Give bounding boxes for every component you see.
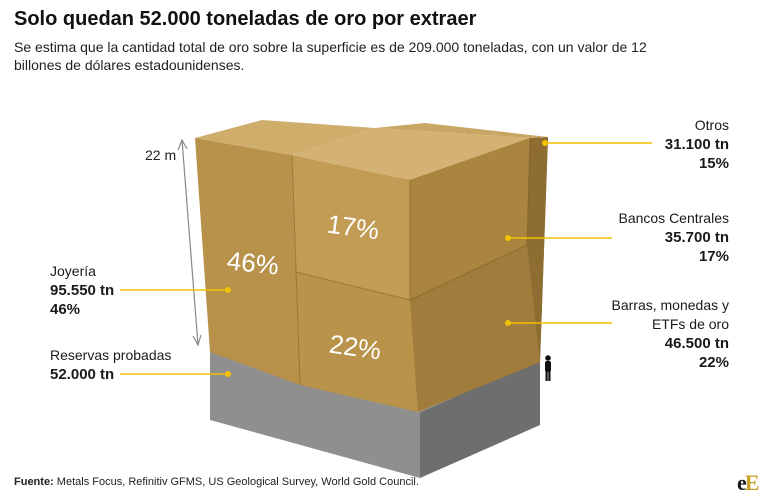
publisher-logo: eE bbox=[737, 470, 760, 496]
bancos-block-side bbox=[410, 138, 530, 300]
label-joyeria: Joyería 95.550 tn 46% bbox=[50, 262, 114, 319]
label-reservas: Reservas probadas 52.000 tn bbox=[50, 346, 171, 384]
chart-title: Solo quedan 52.000 toneladas de oro por … bbox=[14, 8, 477, 30]
joyeria-pct: 46% bbox=[50, 301, 81, 318]
barras-name-line2: ETFs de oro bbox=[651, 316, 729, 332]
person-scale-icon bbox=[545, 355, 551, 381]
otros-name: Otros bbox=[694, 117, 729, 133]
otros-slab-top bbox=[375, 123, 548, 138]
barras-block-side bbox=[410, 245, 540, 412]
height-label: 22 m bbox=[145, 147, 177, 163]
label-otros: Otros 31.100 tn 15% bbox=[620, 116, 729, 173]
bancos-pct: 17% bbox=[698, 248, 729, 265]
source-note: Fuente: Metals Focus, Refinitiv GFMS, US… bbox=[14, 476, 419, 488]
joyeria-name: Joyería bbox=[50, 263, 96, 279]
joyeria-block-top bbox=[195, 120, 375, 155]
chart-subtitle: Se estima que la cantidad total de oro s… bbox=[14, 39, 647, 73]
label-barras: Barras, monedas y ETFs de oro 46.500 tn … bbox=[580, 296, 730, 372]
height-arrow bbox=[177, 138, 202, 347]
joyeria-value: 95.550 tn bbox=[50, 282, 115, 299]
otros-value: 31.100 tn bbox=[664, 136, 729, 153]
reservas-name: Reservas probadas bbox=[50, 347, 172, 363]
otros-pct: 15% bbox=[698, 155, 729, 172]
barras-name-line1: Barras, monedas y bbox=[611, 297, 730, 313]
pct-bancos-label: 17% bbox=[325, 209, 381, 246]
reserves-base-side bbox=[420, 360, 540, 478]
barras-pct: 22% bbox=[698, 354, 729, 371]
bancos-name: Bancos Centrales bbox=[618, 210, 729, 226]
otros-slab-side bbox=[527, 137, 548, 362]
barras-block-front bbox=[296, 272, 418, 412]
barras-value: 46.500 tn bbox=[664, 335, 729, 352]
logo-e: e bbox=[737, 470, 747, 495]
reserves-base-front bbox=[210, 352, 420, 478]
reservas-value: 52.000 tn bbox=[50, 366, 115, 383]
label-bancos: Bancos Centrales 35.700 tn 17% bbox=[580, 209, 729, 266]
pct-barras-label: 22% bbox=[327, 329, 383, 366]
bancos-block-front bbox=[292, 155, 410, 300]
bancos-block-top bbox=[292, 128, 530, 180]
pct-joyeria-label: 46% bbox=[225, 245, 280, 280]
source-label: Fuente: bbox=[14, 476, 54, 488]
bancos-value: 35.700 tn bbox=[664, 229, 729, 246]
joyeria-block-front bbox=[195, 138, 300, 385]
logo-E: E bbox=[744, 470, 760, 495]
source-text: Metals Focus, Refinitiv GFMS, US Geologi… bbox=[56, 476, 419, 488]
